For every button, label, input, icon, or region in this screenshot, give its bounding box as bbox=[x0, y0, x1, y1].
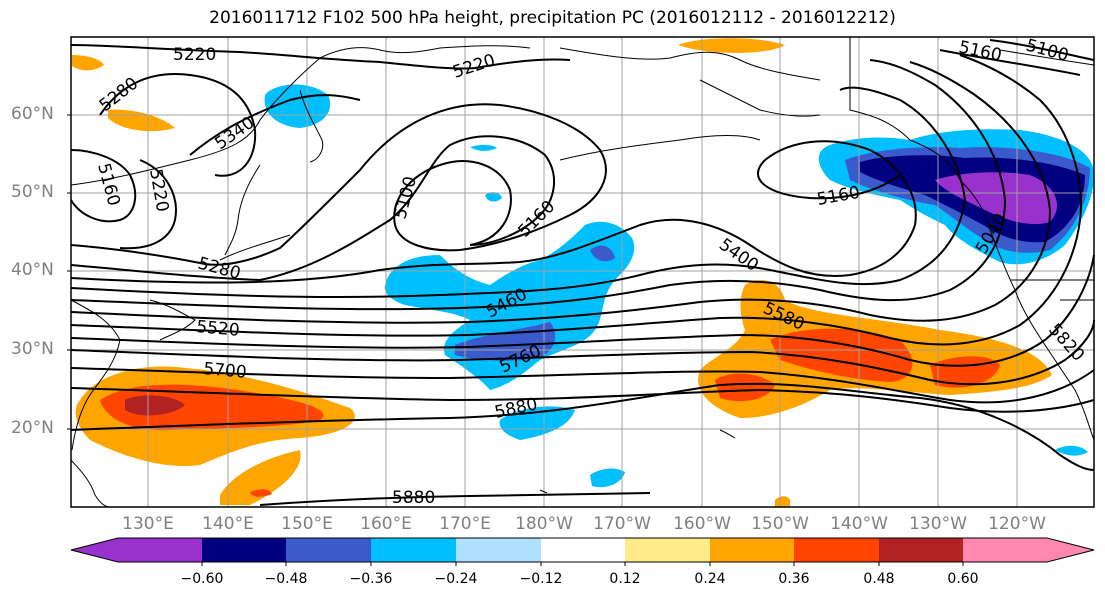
contour-label: 5520 bbox=[196, 317, 241, 341]
lon-label: 130°E bbox=[122, 514, 174, 534]
colorbar-tick-label: −0.60 bbox=[180, 571, 224, 587]
map-frame bbox=[70, 36, 1095, 508]
lon-label: 140°E bbox=[202, 514, 254, 534]
contour-label: 5700 bbox=[203, 359, 248, 383]
lon-label: 150°W bbox=[751, 514, 809, 534]
precip-blob bbox=[485, 192, 502, 202]
colorbar-segment bbox=[541, 538, 625, 562]
lon-label: 120°W bbox=[988, 514, 1046, 534]
precip-blob bbox=[220, 450, 301, 505]
colorbar-tick-label: 0.24 bbox=[694, 571, 726, 587]
lat-label: 50°N bbox=[11, 182, 54, 202]
lon-label: 180°W bbox=[515, 514, 573, 534]
lon-label: 170°W bbox=[593, 514, 651, 534]
colorbar-tick-label: −0.12 bbox=[519, 571, 563, 587]
colorbar-tick-label: −0.48 bbox=[264, 571, 308, 587]
colorbar-segment bbox=[71, 538, 202, 562]
colorbar-segment bbox=[794, 538, 879, 562]
lat-label: 40°N bbox=[11, 260, 54, 280]
colorbar-segment bbox=[625, 538, 710, 562]
lon-label: 130°W bbox=[909, 514, 967, 534]
map-title: 2016011712 F102 500 hPa height, precipit… bbox=[209, 8, 896, 28]
lon-label: 170°E bbox=[439, 514, 491, 534]
lon-label: 160°W bbox=[673, 514, 731, 534]
colorbar-tick-label: 0.60 bbox=[947, 571, 979, 587]
precip-blob bbox=[250, 489, 272, 497]
colorbar-tick-label: 0.12 bbox=[609, 571, 641, 587]
colorbar-segment bbox=[202, 538, 286, 562]
precip-blob bbox=[775, 496, 790, 507]
precip-blob bbox=[590, 245, 615, 262]
colorbar-segment bbox=[286, 538, 371, 562]
precip-blob bbox=[470, 144, 497, 151]
lat-label: 20°N bbox=[11, 418, 54, 438]
contour-label: 5220 bbox=[173, 45, 216, 65]
precip-blob bbox=[1055, 445, 1088, 456]
lat-label: 60°N bbox=[11, 104, 54, 124]
precip-blob bbox=[125, 395, 185, 416]
colorbar-segment bbox=[963, 538, 1094, 562]
precip-blob bbox=[72, 55, 104, 71]
lon-label: 140°W bbox=[830, 514, 888, 534]
height-contours bbox=[70, 39, 1095, 506]
contour-label: 5880 bbox=[392, 488, 435, 508]
axis-ticks bbox=[67, 114, 71, 430]
colorbar-segment bbox=[371, 538, 456, 562]
precip-blob bbox=[678, 38, 785, 53]
lon-label: 160°E bbox=[360, 514, 412, 534]
lat-label: 30°N bbox=[11, 339, 54, 359]
colorbar-tick-label: 0.36 bbox=[778, 571, 810, 587]
colorbar-tick-label: −0.24 bbox=[434, 571, 478, 587]
graticule bbox=[71, 37, 1094, 507]
colorbar-segment bbox=[456, 538, 541, 562]
colorbar-tick-label: −0.36 bbox=[349, 571, 393, 587]
precip-blob bbox=[715, 373, 775, 402]
colorbar bbox=[70, 537, 1095, 566]
colorbar-tick-label: 0.48 bbox=[863, 571, 895, 587]
precip-blob bbox=[590, 468, 625, 488]
lon-label: 150°E bbox=[281, 514, 333, 534]
colorbar-segment bbox=[710, 538, 794, 562]
colorbar-segment bbox=[879, 538, 963, 562]
